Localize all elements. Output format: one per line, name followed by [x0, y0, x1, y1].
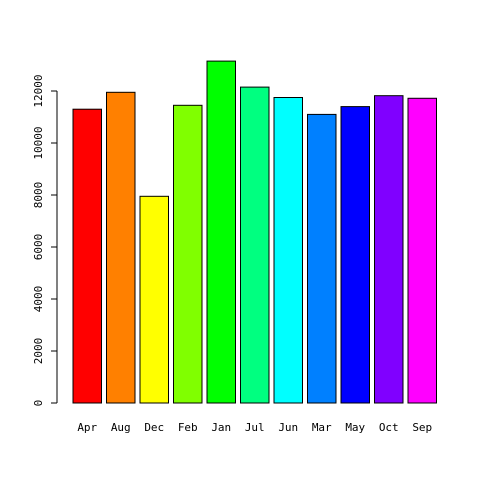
- y-tick-label-8000: 8000: [32, 182, 45, 209]
- bars-group: [72, 60, 437, 404]
- bar-sep: [407, 97, 437, 404]
- x-tick-label-mar: Mar: [312, 421, 332, 434]
- bar-jun: [273, 97, 303, 404]
- x-tick-label-feb: Feb: [178, 421, 198, 434]
- x-tick-label-oct: Oct: [379, 421, 399, 434]
- x-tick-label-may: May: [345, 421, 365, 434]
- y-axis: 0 2000 4000 6000 8000 10000 12000: [32, 74, 58, 407]
- bar-feb: [173, 104, 203, 404]
- y-tick-label-4000: 4000: [32, 286, 45, 313]
- bar-dec: [139, 195, 169, 404]
- bar-oct: [374, 95, 404, 404]
- y-tick-label-0: 0: [32, 400, 45, 407]
- bar-may: [340, 106, 370, 404]
- bar-jan: [206, 60, 236, 404]
- x-tick-label-jul: Jul: [245, 421, 265, 434]
- x-tick-label-apr: Apr: [77, 421, 97, 434]
- y-tick-label-2000: 2000: [32, 338, 45, 365]
- x-tick-label-sep: Sep: [412, 421, 432, 434]
- x-tick-label-jun: Jun: [278, 421, 298, 434]
- x-tick-label-aug: Aug: [111, 421, 131, 434]
- y-tick-label-10000: 10000: [32, 126, 45, 159]
- bar-mar: [307, 113, 337, 404]
- bar-aug: [106, 91, 136, 404]
- x-axis-labels: Apr Aug Dec Feb Jan Jul Jun Mar May Oct Sep: [77, 421, 432, 434]
- y-tick-label-12000: 12000: [32, 74, 45, 107]
- x-tick-label-jan: Jan: [211, 421, 231, 434]
- x-tick-label-dec: Dec: [144, 421, 164, 434]
- y-tick-label-6000: 6000: [32, 234, 45, 261]
- bar-apr: [72, 108, 102, 404]
- bar-jul: [240, 86, 270, 404]
